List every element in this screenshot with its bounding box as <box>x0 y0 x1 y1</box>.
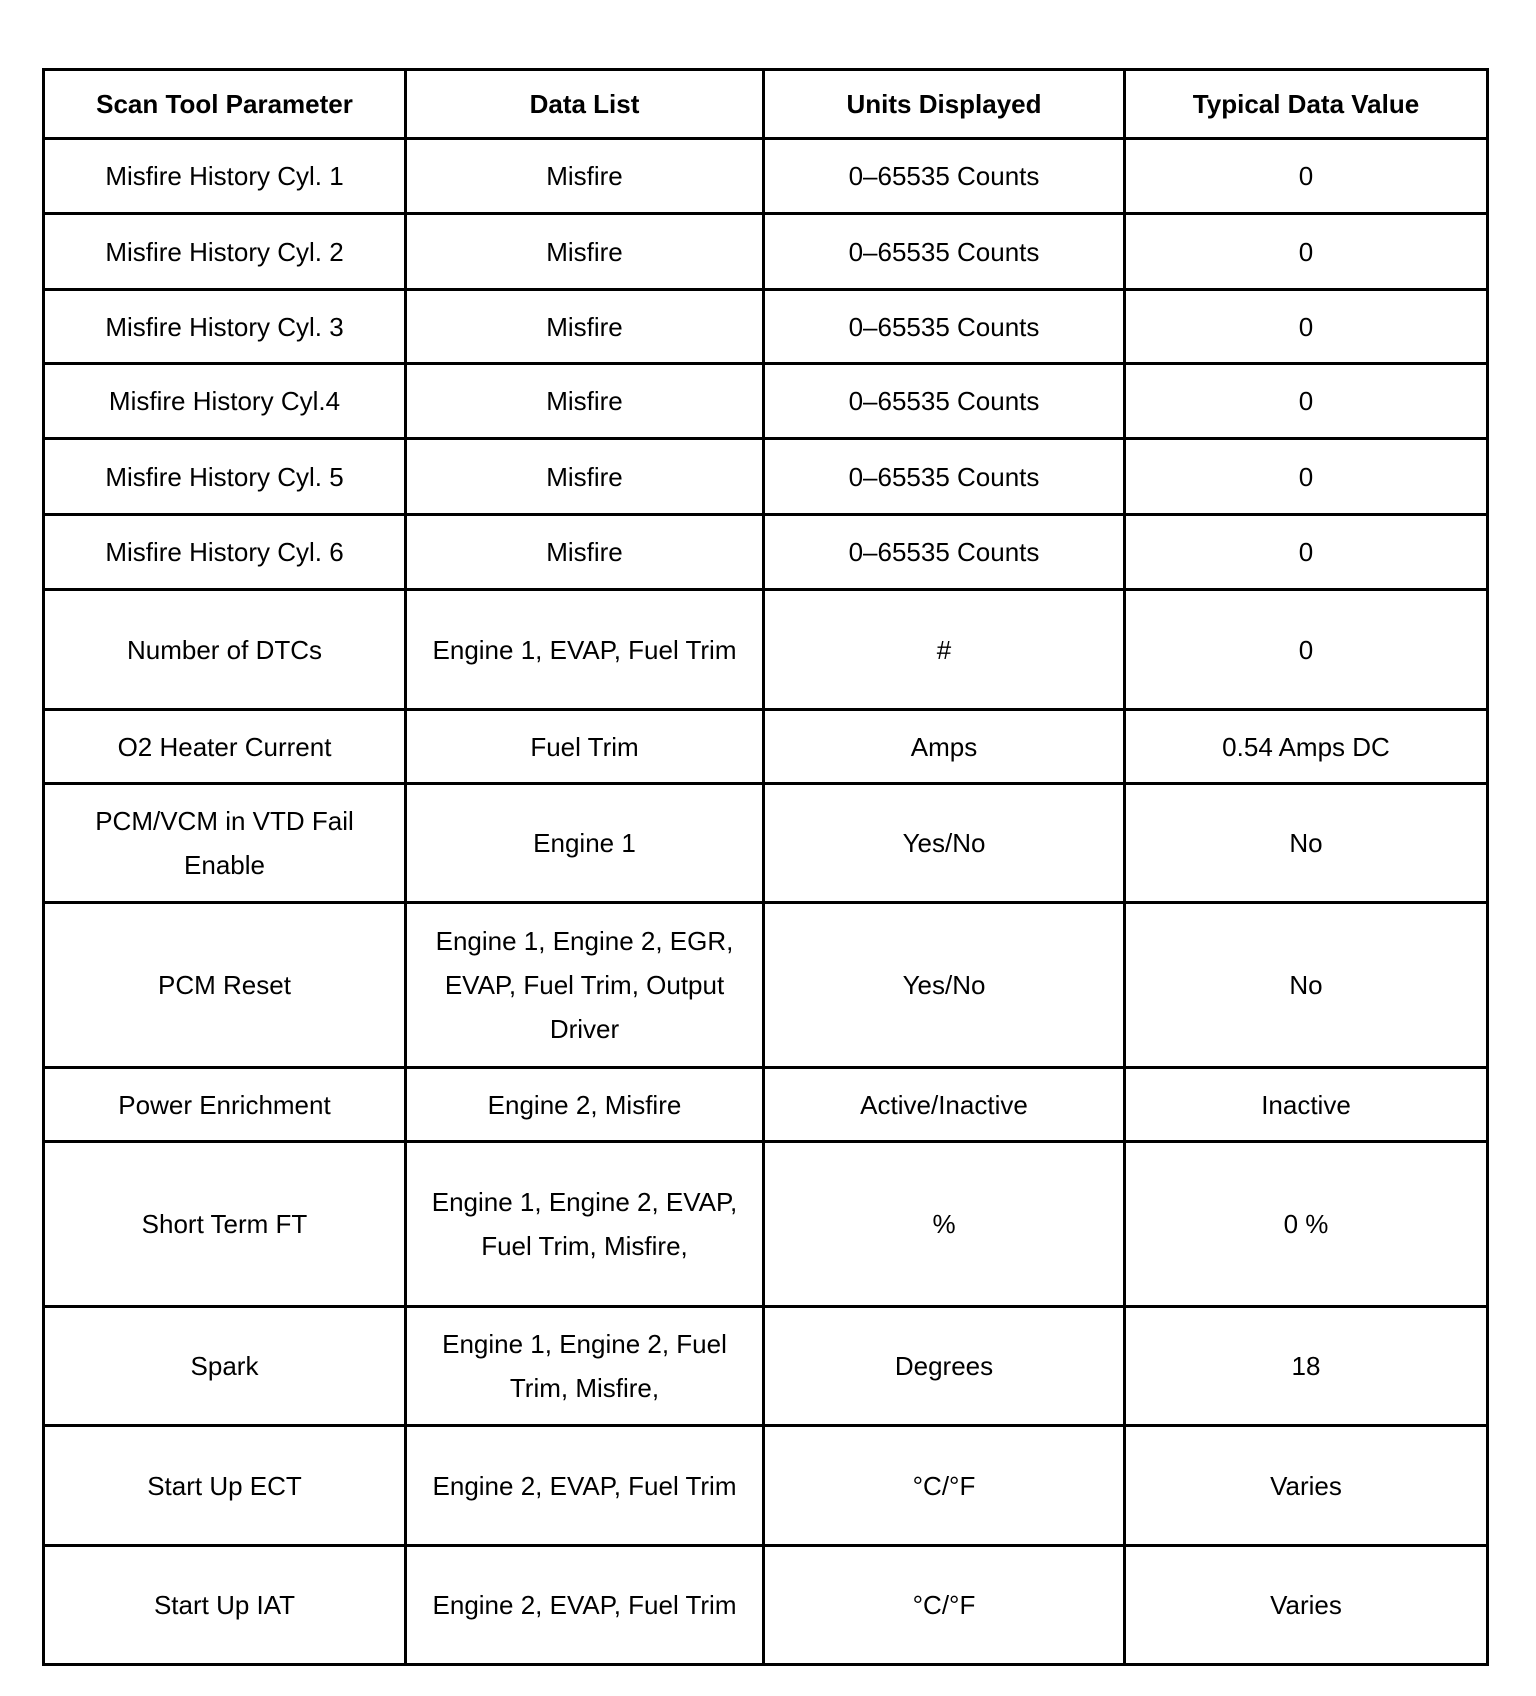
cell-data-list: Engine 1 <box>404 782 765 904</box>
cell-units: 0–65535 Counts <box>762 513 1126 591</box>
cell-typical-value: 18 <box>1123 1305 1489 1427</box>
header-typical-data-value: Typical Data Value <box>1123 68 1489 140</box>
cell-parameter: Misfire History Cyl. 6 <box>42 513 407 591</box>
cell-data-list: Engine 1, Engine 2, EVAP, Fuel Trim, Mis… <box>404 1140 765 1308</box>
table-row: Misfire History Cyl. 1 Misfire 0–65535 Cou… <box>42 137 1489 215</box>
cell-data-list: Misfire <box>404 137 765 215</box>
table-row: Number of DTCs Engine 1, EVAP, Fuel Trim #… <box>42 588 1489 711</box>
cell-typical-value: Inactive <box>1123 1066 1489 1143</box>
cell-units: Yes/No <box>762 901 1126 1069</box>
cell-units: °C/°F <box>762 1544 1126 1666</box>
cell-data-list: Engine 1, Engine 2, Fuel Trim, Misfire, <box>404 1305 765 1427</box>
cell-data-list: Engine 1, Engine 2, EGR, EVAP, Fuel Trim… <box>404 901 765 1069</box>
scan-tool-parameter-table: Scan Tool Parameter Data List Units Disp… <box>42 68 1489 1666</box>
cell-parameter: O2 Heater Current <box>42 708 407 785</box>
cell-typical-value: No <box>1123 782 1489 904</box>
table-row: O2 Heater Current Fuel Trim Amps 0.54 Amps … <box>42 708 1489 785</box>
cell-typical-value: No <box>1123 901 1489 1069</box>
cell-parameter: Misfire History Cyl. 5 <box>42 437 407 516</box>
table-row: Misfire History Cyl. 2 Misfire 0–65535 Cou… <box>42 212 1489 291</box>
cell-units: 0–65535 Counts <box>762 437 1126 516</box>
cell-parameter: Power Enrichment <box>42 1066 407 1143</box>
cell-parameter: Misfire History Cyl. 1 <box>42 137 407 215</box>
table-row: Misfire History Cyl. 6 Misfire 0–65535 Cou… <box>42 513 1489 591</box>
cell-data-list: Misfire <box>404 212 765 291</box>
cell-units: # <box>762 588 1126 711</box>
cell-parameter: Start Up ECT <box>42 1424 407 1547</box>
cell-typical-value: Varies <box>1123 1544 1489 1666</box>
cell-parameter: Start Up IAT <box>42 1544 407 1666</box>
cell-parameter: Misfire History Cyl. 3 <box>42 288 407 365</box>
cell-data-list: Engine 2, Misfire <box>404 1066 765 1143</box>
cell-parameter: Number of DTCs <box>42 588 407 711</box>
table-row: Misfire History Cyl. 5 Misfire 0–65535 Cou… <box>42 437 1489 516</box>
header-scan-tool-parameter: Scan Tool Parameter <box>42 68 407 140</box>
cell-data-list: Misfire <box>404 362 765 440</box>
cell-typical-value: 0 <box>1123 588 1489 711</box>
cell-units: Active/Inactive <box>762 1066 1126 1143</box>
cell-units: 0–65535 Counts <box>762 288 1126 365</box>
table-row: Spark Engine 1, Engine 2, Fuel Trim, Misf… <box>42 1305 1489 1427</box>
cell-data-list: Misfire <box>404 513 765 591</box>
cell-typical-value: 0.54 Amps DC <box>1123 708 1489 785</box>
cell-typical-value: 0 <box>1123 513 1489 591</box>
cell-data-list: Misfire <box>404 437 765 516</box>
table-row: Short Term FT Engine 1, Engine 2, EVAP, F… <box>42 1140 1489 1308</box>
cell-data-list: Fuel Trim <box>404 708 765 785</box>
cell-parameter: Misfire History Cyl. 2 <box>42 212 407 291</box>
cell-data-list: Misfire <box>404 288 765 365</box>
cell-units: 0–65535 Counts <box>762 212 1126 291</box>
cell-parameter: PCM Reset <box>42 901 407 1069</box>
table-row: PCM Reset Engine 1, Engine 2, EGR, EVAP, … <box>42 901 1489 1069</box>
table-row: PCM/VCM in VTD Fail Enable Engine 1 Yes/No… <box>42 782 1489 904</box>
table-row: Power Enrichment Engine 2, Misfire Active/… <box>42 1066 1489 1143</box>
cell-data-list: Engine 1, EVAP, Fuel Trim <box>404 588 765 711</box>
cell-typical-value: 0 % <box>1123 1140 1489 1308</box>
cell-typical-value: Varies <box>1123 1424 1489 1547</box>
cell-units: Degrees <box>762 1305 1126 1427</box>
cell-units: °C/°F <box>762 1424 1126 1547</box>
cell-units: Yes/No <box>762 782 1126 904</box>
cell-parameter: Spark <box>42 1305 407 1427</box>
table-row: Misfire History Cyl.4 Misfire 0–65535 Coun… <box>42 362 1489 440</box>
header-units-displayed: Units Displayed <box>762 68 1126 140</box>
header-data-list: Data List <box>404 68 765 140</box>
cell-units: Amps <box>762 708 1126 785</box>
cell-typical-value: 0 <box>1123 437 1489 516</box>
cell-parameter: PCM/VCM in VTD Fail Enable <box>42 782 407 904</box>
cell-data-list: Engine 2, EVAP, Fuel Trim <box>404 1424 765 1547</box>
table-row: Start Up ECT Engine 2, EVAP, Fuel Trim °C/… <box>42 1424 1489 1547</box>
cell-typical-value: 0 <box>1123 362 1489 440</box>
cell-typical-value: 0 <box>1123 288 1489 365</box>
table-row: Misfire History Cyl. 3 Misfire 0–65535 Cou… <box>42 288 1489 365</box>
cell-units: 0–65535 Counts <box>762 137 1126 215</box>
header-row: Scan Tool Parameter Data List Units Disp… <box>42 68 1489 140</box>
table-row: Start Up IAT Engine 2, EVAP, Fuel Trim °C/… <box>42 1544 1489 1666</box>
cell-typical-value: 0 <box>1123 212 1489 291</box>
cell-parameter: Short Term FT <box>42 1140 407 1308</box>
cell-units: 0–65535 Counts <box>762 362 1126 440</box>
cell-typical-value: 0 <box>1123 137 1489 215</box>
cell-parameter: Misfire History Cyl.4 <box>42 362 407 440</box>
cell-data-list: Engine 2, EVAP, Fuel Trim <box>404 1544 765 1666</box>
cell-units: % <box>762 1140 1126 1308</box>
